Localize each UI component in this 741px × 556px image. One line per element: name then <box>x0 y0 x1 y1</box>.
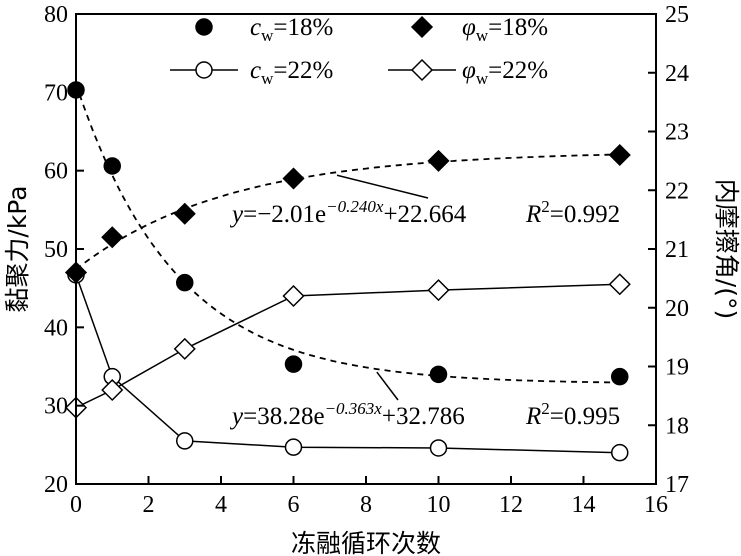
fit-curves <box>75 83 620 384</box>
legend-marker-open-circle <box>195 61 213 79</box>
y-right-tick-label: 25 <box>665 2 689 28</box>
legend-label-c18: cw=18% <box>250 14 333 45</box>
x-tick-label: 2 <box>143 492 155 518</box>
x-tick-label: 6 <box>288 492 300 518</box>
series-line-phi22 <box>75 283 620 409</box>
data-point-phi18 <box>427 149 450 172</box>
data-point-c18 <box>103 157 121 175</box>
legend-marker-open-diamond <box>410 58 434 82</box>
data-point-phi18 <box>282 167 305 190</box>
data-point-c18 <box>284 355 303 373</box>
y-right-axis-label: 内摩擦角/(°) <box>712 179 741 319</box>
x-tick-label: 10 <box>427 492 451 518</box>
leader-line-c <box>376 371 399 401</box>
fit-equation-c: y=38.28e−0.363x+32.786 <box>229 399 465 430</box>
axis-ticks: 0 2 4 6 8 10 12 14 16203040506070801718192021222… <box>44 2 689 518</box>
y-left-tick-label: 30 <box>44 394 68 420</box>
legend-marker-filled-circle <box>195 18 213 36</box>
x-axis-label: 冻融循环次数 <box>291 529 441 556</box>
leader-line-phi <box>336 174 429 199</box>
leader-lines <box>336 174 429 401</box>
x-tick-label: 0 <box>70 492 82 518</box>
fit-r2-c: R2=0.995 <box>525 399 620 430</box>
legend-entry-phi22: φw=22% <box>388 57 548 88</box>
data-point-phi18 <box>608 143 631 167</box>
data-point-c22 <box>284 438 303 456</box>
y-right-tick-label: 18 <box>665 413 689 439</box>
fit-equation-phi: y=−2.01e−0.240x+22.664 <box>229 197 467 228</box>
legend-marker-filled-diamond <box>410 15 434 39</box>
legend-entry-phi18: φw=18% <box>410 14 548 45</box>
data-point-c22 <box>611 443 629 462</box>
y-right-tick-label: 20 <box>665 296 689 322</box>
legend: cw=18% φw=18% cw=22% φw=22% <box>170 14 548 88</box>
y-left-tick-label: 50 <box>44 237 68 263</box>
data-point-phi22 <box>173 337 196 360</box>
y-right-tick-label: 19 <box>665 355 689 381</box>
legend-label-c22: cw=22% <box>250 57 333 88</box>
y-left-tick-label: 60 <box>44 159 68 185</box>
legend-entry-c22: cw=22% <box>170 57 333 88</box>
y-left-axis-label: 黏聚力/kPa <box>3 185 32 312</box>
legend-label-phi18: φw=18% <box>462 14 548 45</box>
x-tick-label: 8 <box>360 492 372 518</box>
y-right-tick-label: 17 <box>665 472 689 498</box>
y-right-tick-label: 22 <box>665 178 689 204</box>
data-point-c18 <box>176 273 194 292</box>
legend-entry-c18: cw=18% <box>195 14 333 45</box>
y-left-tick-label: 20 <box>44 472 68 498</box>
y-left-tick-label: 40 <box>44 315 68 341</box>
data-point-c22 <box>176 432 194 450</box>
y-right-tick-label: 23 <box>665 120 689 146</box>
fit-curve-fit_c <box>75 83 620 384</box>
x-tick-label: 16 <box>644 492 668 518</box>
fit-r2-phi: R2=0.992 <box>525 197 620 228</box>
data-point-c18 <box>611 367 629 386</box>
data-point-phi22 <box>608 273 631 296</box>
y-left-tick-label: 80 <box>44 2 68 28</box>
series-line-c22 <box>75 274 620 454</box>
data-point-phi22 <box>101 378 124 402</box>
data-point-phi18 <box>173 202 196 225</box>
fit-curve-fit_phi <box>75 153 620 271</box>
data-point-phi22 <box>427 279 450 302</box>
legend-label-phi22: φw=22% <box>462 57 548 88</box>
data-point-c18 <box>429 365 448 384</box>
data-series <box>64 81 631 462</box>
data-point-phi22 <box>282 284 305 308</box>
x-tick-label: 12 <box>499 492 523 518</box>
y-left-tick-label: 70 <box>44 80 68 106</box>
y-right-tick-label: 21 <box>665 237 689 263</box>
y-right-tick-label: 24 <box>665 61 689 87</box>
x-tick-label: 4 <box>215 492 227 518</box>
x-tick-label: 14 <box>572 492 596 518</box>
data-point-phi18 <box>101 226 124 249</box>
data-point-c22 <box>429 439 448 457</box>
